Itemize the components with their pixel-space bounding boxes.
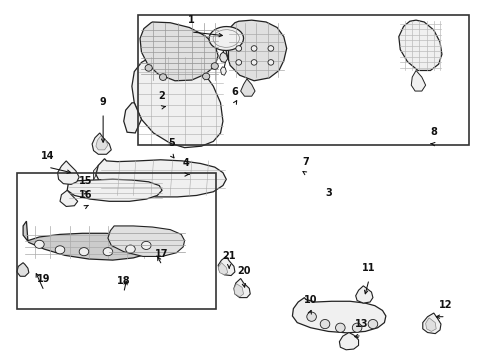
Ellipse shape	[202, 73, 209, 80]
Text: 12: 12	[438, 300, 451, 310]
Polygon shape	[225, 20, 286, 81]
Ellipse shape	[306, 312, 316, 321]
Ellipse shape	[145, 64, 152, 71]
Polygon shape	[218, 256, 234, 275]
Text: 16: 16	[79, 190, 92, 200]
Ellipse shape	[211, 63, 218, 69]
Text: 4: 4	[183, 158, 189, 168]
Ellipse shape	[320, 319, 329, 329]
Bar	[138, 15, 468, 145]
Ellipse shape	[125, 245, 135, 253]
Ellipse shape	[235, 46, 241, 51]
Polygon shape	[425, 318, 435, 332]
Polygon shape	[123, 103, 141, 133]
Ellipse shape	[251, 60, 256, 65]
Text: 17: 17	[155, 249, 168, 258]
Ellipse shape	[251, 46, 256, 51]
Ellipse shape	[267, 60, 273, 65]
Polygon shape	[23, 221, 153, 260]
Polygon shape	[108, 226, 184, 256]
Text: 9: 9	[100, 96, 106, 107]
Polygon shape	[233, 279, 250, 298]
Ellipse shape	[209, 27, 243, 50]
Polygon shape	[219, 52, 227, 62]
Polygon shape	[58, 161, 79, 184]
Polygon shape	[17, 263, 29, 276]
Polygon shape	[67, 179, 162, 201]
Polygon shape	[92, 133, 111, 154]
Bar	[17, 174, 215, 309]
Text: 1: 1	[187, 15, 194, 25]
Text: 7: 7	[302, 157, 308, 167]
Ellipse shape	[103, 248, 112, 256]
Ellipse shape	[159, 74, 166, 80]
Text: 6: 6	[231, 87, 238, 97]
Text: 5: 5	[168, 138, 175, 148]
Text: 8: 8	[429, 127, 436, 138]
Polygon shape	[60, 190, 78, 206]
Ellipse shape	[267, 46, 273, 51]
Text: 3: 3	[325, 188, 331, 198]
Polygon shape	[292, 298, 385, 333]
Polygon shape	[140, 22, 218, 81]
Text: 11: 11	[362, 262, 375, 273]
Text: 18: 18	[117, 276, 130, 286]
Polygon shape	[240, 79, 255, 96]
Polygon shape	[422, 313, 440, 334]
Text: 2: 2	[159, 91, 165, 100]
Ellipse shape	[335, 323, 345, 332]
Polygon shape	[233, 284, 243, 297]
Text: 10: 10	[303, 295, 317, 305]
Text: 21: 21	[222, 251, 235, 261]
Text: 19: 19	[38, 274, 51, 284]
Text: 13: 13	[354, 319, 368, 329]
Polygon shape	[132, 56, 223, 148]
Text: 15: 15	[79, 176, 92, 185]
Polygon shape	[96, 136, 108, 150]
Polygon shape	[410, 71, 425, 91]
Polygon shape	[96, 159, 226, 197]
Polygon shape	[339, 333, 358, 350]
Polygon shape	[398, 20, 441, 71]
Ellipse shape	[79, 248, 89, 256]
Polygon shape	[218, 263, 227, 275]
Ellipse shape	[351, 323, 361, 332]
Ellipse shape	[55, 246, 65, 254]
Ellipse shape	[235, 60, 241, 65]
Polygon shape	[355, 286, 372, 303]
Polygon shape	[93, 165, 101, 180]
Text: 14: 14	[41, 150, 55, 161]
Polygon shape	[220, 67, 226, 75]
Ellipse shape	[141, 241, 151, 249]
Ellipse shape	[35, 240, 44, 248]
Ellipse shape	[367, 319, 377, 329]
Text: 20: 20	[236, 266, 250, 275]
